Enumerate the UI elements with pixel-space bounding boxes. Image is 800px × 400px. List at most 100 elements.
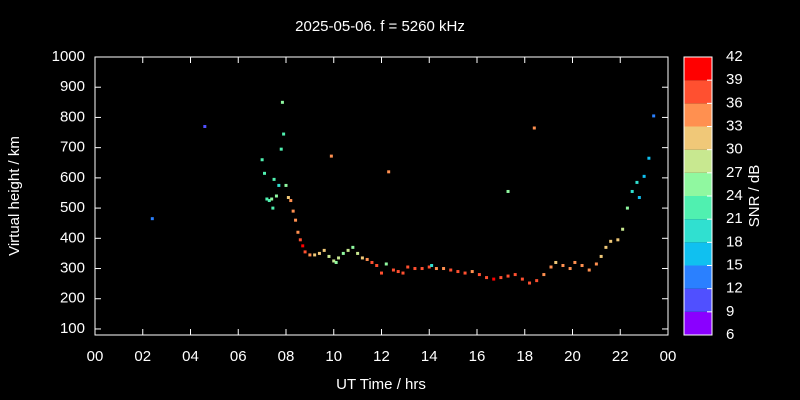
colorbar-tick-label: 33 bbox=[726, 117, 743, 134]
colorbar-tick-label: 30 bbox=[726, 141, 743, 158]
data-point bbox=[384, 262, 388, 266]
data-point bbox=[430, 264, 434, 267]
data-point bbox=[329, 154, 333, 158]
data-point bbox=[380, 271, 383, 275]
data-point bbox=[520, 277, 524, 281]
chart-title: 2025-05-06. f = 5260 kHz bbox=[295, 18, 465, 35]
colorbar-tick-label: 42 bbox=[726, 48, 743, 65]
data-point bbox=[630, 189, 634, 193]
data-point bbox=[263, 171, 267, 175]
x-tick-label: 04 bbox=[182, 348, 199, 365]
data-point bbox=[470, 270, 474, 274]
data-point bbox=[652, 114, 656, 118]
x-tick-label: 12 bbox=[373, 348, 390, 365]
data-point bbox=[449, 268, 453, 272]
colorbar-band bbox=[684, 311, 712, 335]
data-point bbox=[635, 180, 639, 184]
data-point bbox=[322, 248, 326, 252]
colorbar-band bbox=[684, 288, 712, 312]
data-point bbox=[420, 267, 424, 271]
data-point bbox=[279, 147, 283, 151]
data-point bbox=[506, 274, 510, 278]
data-point bbox=[289, 199, 293, 203]
data-point bbox=[599, 254, 603, 258]
data-point bbox=[313, 253, 317, 257]
data-point bbox=[267, 199, 271, 203]
data-point bbox=[463, 271, 467, 275]
x-tick-label: 18 bbox=[516, 348, 533, 365]
data-point bbox=[270, 197, 274, 201]
colorbar-band bbox=[684, 196, 712, 220]
data-point bbox=[625, 206, 629, 210]
data-point bbox=[332, 259, 336, 263]
colorbar-band bbox=[684, 126, 712, 150]
x-tick-label: 02 bbox=[134, 348, 151, 365]
data-point bbox=[370, 260, 374, 264]
data-point bbox=[642, 174, 646, 178]
data-point bbox=[260, 158, 264, 162]
data-point bbox=[609, 239, 613, 243]
data-point bbox=[506, 189, 510, 193]
x-tick-label: 00 bbox=[87, 348, 104, 365]
data-point bbox=[265, 197, 269, 201]
colorbar-tick-label: 24 bbox=[726, 187, 743, 204]
data-point bbox=[301, 244, 305, 248]
data-point bbox=[375, 264, 379, 267]
colorbar-band bbox=[684, 265, 712, 289]
data-point bbox=[284, 183, 288, 187]
data-point bbox=[434, 267, 438, 271]
data-point bbox=[274, 194, 278, 198]
data-point bbox=[406, 265, 410, 269]
colorbar-band bbox=[684, 57, 712, 81]
data-point bbox=[280, 100, 284, 104]
data-point bbox=[298, 238, 302, 242]
x-tick-label: 20 bbox=[564, 348, 581, 365]
colorbar-tick-label: 18 bbox=[726, 233, 743, 250]
colorbar-tick-label: 39 bbox=[726, 71, 743, 88]
data-point bbox=[334, 260, 338, 264]
colorbar-tick-label: 12 bbox=[726, 280, 743, 297]
colorbar-band bbox=[684, 149, 712, 173]
y-tick-label: 200 bbox=[60, 290, 85, 307]
colorbar-band bbox=[684, 219, 712, 243]
data-point bbox=[573, 260, 577, 264]
data-point bbox=[647, 156, 651, 160]
data-point bbox=[341, 251, 345, 255]
data-point bbox=[296, 230, 300, 234]
x-tick-label: 00 bbox=[660, 348, 677, 365]
y-tick-label: 1000 bbox=[52, 48, 85, 65]
colorbar-tick-label: 15 bbox=[726, 256, 743, 273]
y-axis-label: Virtual height / km bbox=[6, 136, 23, 256]
data-point bbox=[272, 177, 276, 181]
data-point bbox=[365, 257, 369, 261]
colorbar-band bbox=[684, 103, 712, 127]
x-tick-label: 10 bbox=[325, 348, 342, 365]
x-tick-label: 14 bbox=[421, 348, 438, 365]
x-tick-label: 22 bbox=[612, 348, 629, 365]
data-point bbox=[356, 251, 360, 255]
data-point bbox=[337, 256, 341, 260]
data-point bbox=[561, 264, 565, 267]
data-point bbox=[594, 262, 598, 266]
data-point bbox=[499, 276, 503, 280]
data-point bbox=[532, 126, 536, 130]
colorbar-tick-label: 27 bbox=[726, 164, 743, 181]
data-point bbox=[554, 260, 558, 264]
y-tick-label: 900 bbox=[60, 78, 85, 95]
data-point bbox=[401, 271, 405, 275]
y-tick-label: 700 bbox=[60, 139, 85, 156]
data-point bbox=[286, 196, 290, 200]
data-point bbox=[317, 251, 321, 255]
colorbar-tick-label: 6 bbox=[726, 326, 734, 343]
data-point bbox=[351, 245, 355, 249]
data-point bbox=[637, 196, 641, 200]
data-point bbox=[528, 281, 532, 285]
data-point bbox=[621, 227, 625, 231]
data-point bbox=[549, 265, 553, 269]
y-tick-label: 300 bbox=[60, 259, 85, 276]
data-point bbox=[442, 267, 446, 271]
x-tick-label: 08 bbox=[278, 348, 295, 365]
y-tick-label: 500 bbox=[60, 199, 85, 216]
